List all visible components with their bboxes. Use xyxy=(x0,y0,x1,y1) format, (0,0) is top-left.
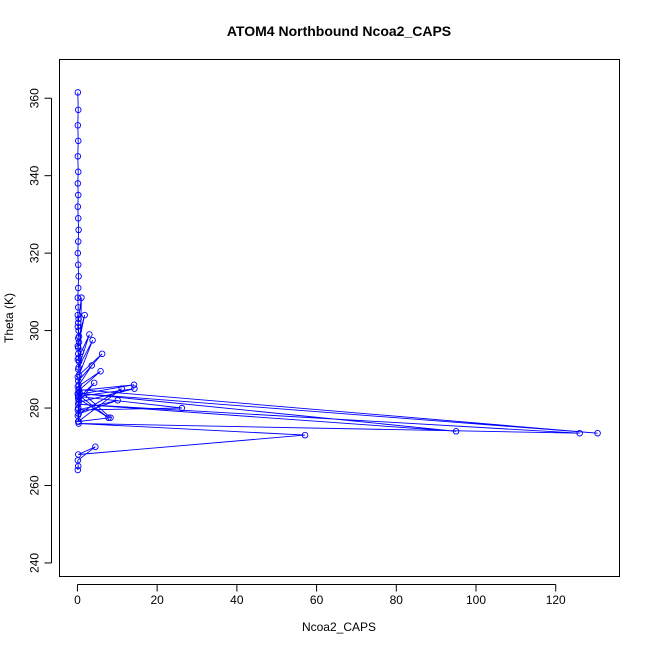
y-tick-label: 240 xyxy=(28,553,42,573)
data-point xyxy=(576,429,583,437)
data-point xyxy=(81,311,88,319)
y-tick-label: 260 xyxy=(28,475,42,495)
data-point xyxy=(178,404,186,412)
data-point xyxy=(75,315,82,323)
x-tick-label: 40 xyxy=(230,593,244,607)
data-point xyxy=(89,337,96,344)
data-point xyxy=(74,294,82,301)
x-tick-label: 0 xyxy=(74,593,81,607)
series-line xyxy=(76,92,598,471)
data-point xyxy=(594,429,601,437)
y-axis: 240 260 280 300 320 340 360 xyxy=(28,88,52,573)
data-point xyxy=(74,215,82,222)
data-point xyxy=(74,356,82,363)
data-point xyxy=(131,385,138,392)
data-point xyxy=(90,379,98,387)
data-point xyxy=(74,89,82,96)
y-axis-label: Theta (K) xyxy=(2,293,16,343)
y-tick-label: 320 xyxy=(28,243,42,263)
data-point xyxy=(74,462,82,470)
data-point xyxy=(74,466,82,474)
data-point xyxy=(452,428,460,435)
data-point xyxy=(74,153,82,160)
data-point xyxy=(75,364,82,371)
data-point xyxy=(74,137,82,145)
x-tick-label: 20 xyxy=(150,593,164,607)
data-point xyxy=(75,420,82,427)
data-point xyxy=(75,410,82,418)
y-tick-label: 280 xyxy=(28,398,42,418)
y-tick-label: 300 xyxy=(28,320,42,340)
data-point xyxy=(74,400,82,408)
data-point xyxy=(77,348,85,356)
data-point xyxy=(74,122,82,129)
data-point xyxy=(130,381,138,389)
data-point xyxy=(74,168,82,176)
data-point xyxy=(75,226,82,234)
data-point xyxy=(74,304,82,311)
x-tick-label: 60 xyxy=(310,593,324,607)
data-point xyxy=(88,362,96,369)
y-tick-label: 360 xyxy=(28,88,42,108)
data-point xyxy=(98,350,106,358)
x-axis: 0 20 40 60 80 100 120 xyxy=(74,584,566,607)
data-point xyxy=(74,180,82,187)
data-point xyxy=(86,331,93,338)
data-point xyxy=(74,383,82,390)
data-point xyxy=(74,261,82,269)
data-point xyxy=(301,431,309,439)
data-point xyxy=(118,385,125,392)
data-point xyxy=(74,191,82,199)
data-point xyxy=(78,294,85,301)
series-layer xyxy=(74,89,601,474)
data-point xyxy=(74,319,82,327)
y-tick-label: 340 xyxy=(28,165,42,185)
data-point xyxy=(74,238,82,245)
data-point xyxy=(75,386,82,393)
data-point xyxy=(74,106,82,114)
x-axis-label: Ncoa2_CAPS xyxy=(302,620,376,634)
data-point xyxy=(74,311,82,319)
data-point xyxy=(74,323,82,330)
x-tick-label: 80 xyxy=(390,593,404,607)
x-tick-label: 120 xyxy=(546,593,566,607)
data-point xyxy=(75,273,82,280)
data-point xyxy=(74,390,82,397)
chart-title: ATOM4 Northbound Ncoa2_CAPS xyxy=(227,23,451,39)
plot-frame xyxy=(59,59,620,577)
data-point xyxy=(74,203,82,210)
data-point xyxy=(97,367,104,375)
data-point xyxy=(114,397,121,404)
x-tick-label: 100 xyxy=(466,593,486,607)
data-point xyxy=(105,414,112,421)
data-point xyxy=(74,249,82,257)
data-point xyxy=(74,393,82,400)
data-point xyxy=(107,414,114,421)
data-point xyxy=(74,284,82,292)
data-point xyxy=(92,443,99,451)
